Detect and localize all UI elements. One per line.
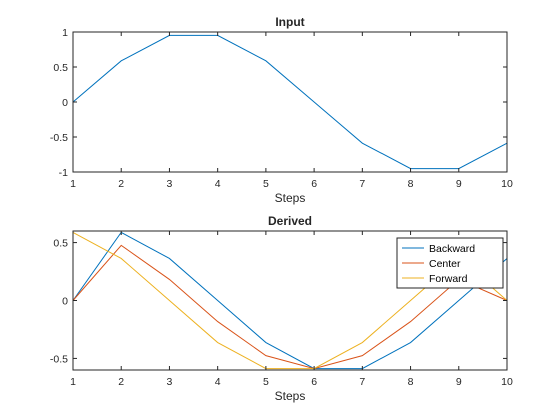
- y-tick-label: 0: [62, 97, 68, 109]
- x-tick-label: 2: [118, 178, 124, 190]
- plot-area-input: [73, 32, 507, 172]
- y-tick-label: 0.5: [53, 62, 68, 74]
- chart-title-input: Input: [275, 15, 304, 29]
- x-tick-label: 5: [263, 178, 269, 190]
- series-line-center: [72, 244, 508, 370]
- legend-label-center: Center: [429, 258, 461, 270]
- y-tick-label: -1: [59, 167, 68, 179]
- chart-derived: 1 2 3 4 5 6 7 8 9 10 -0.5 0 0.5 Derived Steps Backwa…: [50, 214, 513, 403]
- legend-label-forward: Forward: [429, 273, 468, 285]
- x-tick-label: 1: [70, 376, 76, 388]
- legend-label-backward: Backward: [429, 243, 475, 255]
- x-tick-label: 4: [215, 376, 221, 388]
- x-tick-label: 6: [311, 376, 317, 388]
- y-tick-label: -0.5: [50, 132, 68, 144]
- x-tick-label: 5: [263, 376, 269, 388]
- x-tick-label: 7: [359, 178, 365, 190]
- x-tick-label: 6: [311, 178, 317, 190]
- x-tick-label: 1: [70, 178, 76, 190]
- x-tick-label: 9: [456, 376, 462, 388]
- legend-derived: Backward Center Forward: [396, 237, 504, 289]
- x-tick-label: 4: [215, 178, 221, 190]
- x-tick-label: 10: [501, 178, 513, 190]
- x-tick-label: 9: [456, 178, 462, 190]
- y-tick-label: 0.5: [53, 238, 68, 250]
- series-line-backward: [72, 231, 508, 370]
- x-tick-label: 10: [501, 376, 513, 388]
- series-line-1: [72, 34, 508, 170]
- x-tick-label: 7: [359, 376, 365, 388]
- y-tick-label: -0.5: [50, 353, 68, 365]
- y-tick-label: 0: [62, 296, 68, 308]
- chart-input: 1 2 3 4 5 6 7 8 9 10 -1 -0.5 0 0.5 1 Input Steps: [50, 15, 513, 205]
- x-axis-label-derived: Steps: [275, 389, 306, 403]
- x-axis-label-input: Steps: [275, 191, 306, 205]
- chart-title-derived: Derived: [268, 214, 312, 228]
- x-tick-label: 3: [167, 178, 173, 190]
- x-tick-label: 8: [408, 178, 414, 190]
- y-tick-label: 1: [62, 27, 68, 39]
- x-tick-label: 3: [167, 376, 173, 388]
- x-tick-label: 8: [408, 376, 414, 388]
- x-tick-label: 2: [118, 376, 124, 388]
